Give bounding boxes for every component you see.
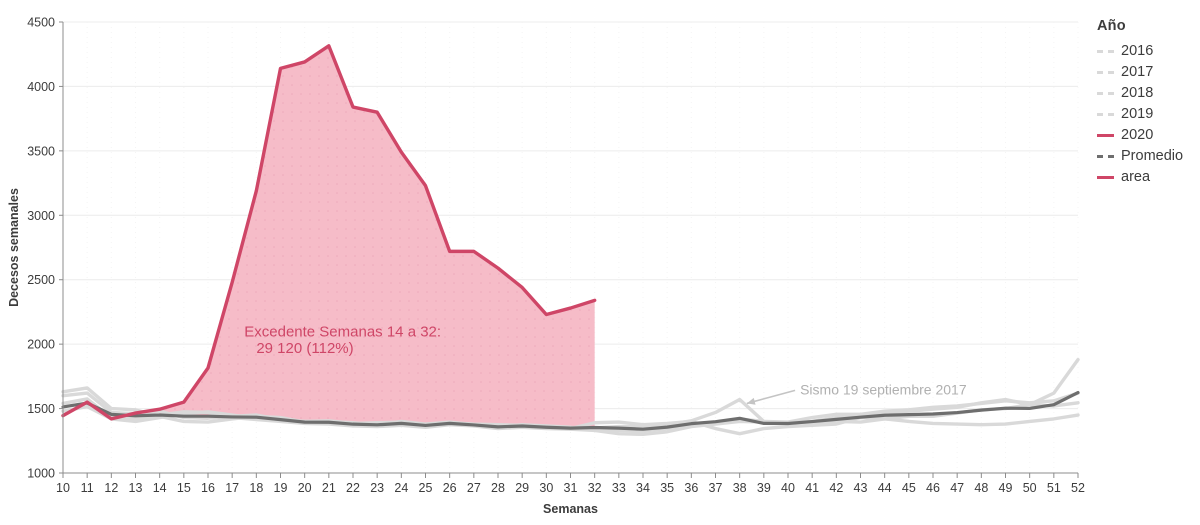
y-tick-label: 2500	[27, 273, 55, 287]
x-tick-label: 47	[950, 481, 964, 495]
legend-item-promedio[interactable]: Promedio	[1097, 146, 1197, 166]
excess-annotation-line2: 29 120 (112%)	[256, 340, 353, 357]
excess-area	[159, 45, 595, 429]
x-tick-label: 33	[612, 481, 626, 495]
x-tick-label: 39	[757, 481, 771, 495]
x-tick-label: 38	[733, 481, 747, 495]
x-tick-label: 50	[1023, 481, 1037, 495]
x-tick-label: 41	[805, 481, 819, 495]
x-tick-label: 48	[974, 481, 988, 495]
legend-swatch-icon	[1097, 175, 1114, 179]
weekly-deaths-chart: 1000 1500 2000 2500 3000 3500 4000 4500 10 11 12 13…	[7, 16, 1085, 517]
chart-annotations: Excedente Semanas 14 a 32:29 120 (112%) S…	[244, 323, 967, 405]
legend-item-2016[interactable]: 2016	[1097, 41, 1197, 61]
legend-items: 2016 2017 2018 2019 2020 Promedio area	[1097, 41, 1197, 187]
legend-item-label: 2019	[1121, 105, 1154, 122]
legend-item-label: area	[1121, 168, 1151, 185]
legend-swatch-icon	[1097, 70, 1114, 74]
axis-labels: 1000 1500 2000 2500 3000 3500 4000 4500 10 11 12 13…	[7, 16, 1085, 517]
x-tick-label: 18	[249, 481, 263, 495]
y-tick-label: 3500	[27, 144, 55, 158]
x-tick-label: 31	[564, 481, 578, 495]
x-tick-label: 49	[999, 481, 1013, 495]
x-tick-label: 44	[878, 481, 892, 495]
legend-item-label: 2017	[1121, 63, 1154, 80]
legend-item-area[interactable]: area	[1097, 167, 1197, 187]
legend-swatch-icon	[1097, 112, 1114, 116]
x-tick-label: 19	[274, 481, 288, 495]
x-tick-label: 35	[660, 481, 674, 495]
x-tick-label: 34	[636, 481, 650, 495]
series-line-promedio	[61, 390, 1080, 431]
x-axis-title: Semanas	[543, 502, 598, 516]
x-tick-label: 40	[781, 481, 795, 495]
sismo-arrowhead-icon	[746, 397, 756, 405]
y-tick-label: 1500	[27, 402, 55, 416]
legend-item-2019[interactable]: 2019	[1097, 104, 1197, 124]
y-tick-label: 4000	[27, 80, 55, 94]
x-tick-label: 37	[709, 481, 723, 495]
x-tick-label: 10	[56, 481, 70, 495]
x-tick-label: 20	[298, 481, 312, 495]
x-tick-label: 28	[491, 481, 505, 495]
series-line-2020	[61, 44, 597, 421]
legend-item-2020[interactable]: 2020	[1097, 125, 1197, 145]
x-tick-label: 45	[902, 481, 916, 495]
sismo-arrow-icon	[746, 389, 796, 405]
sismo-annotation-label: Sismo 19 septiembre 2017	[800, 381, 967, 397]
legend-swatch-icon	[1097, 49, 1114, 53]
legend: Año 2016 2017 2018 2019 2020 Promedio area	[1097, 18, 1197, 188]
x-tick-label: 30	[539, 481, 553, 495]
x-tick-label: 16	[201, 481, 215, 495]
legend-swatch-icon	[1097, 154, 1114, 158]
x-tick-label: 13	[129, 481, 143, 495]
x-tick-label: 26	[443, 481, 457, 495]
x-tick-label: 12	[104, 481, 118, 495]
axes	[59, 21, 1079, 478]
x-tick-label: 21	[322, 481, 336, 495]
y-axis-title: Decesos semanales	[7, 188, 21, 307]
x-tick-label: 17	[225, 481, 239, 495]
x-tick-label: 46	[926, 481, 940, 495]
y-tick-label: 3000	[27, 209, 55, 223]
x-tick-label: 24	[394, 481, 408, 495]
x-tick-label: 43	[854, 481, 868, 495]
legend-item-label: Promedio	[1121, 147, 1184, 164]
x-tick-label: 22	[346, 481, 360, 495]
x-tick-label: 14	[153, 481, 167, 495]
legend-item-label: 2020	[1121, 126, 1154, 143]
x-tick-label: 52	[1071, 481, 1085, 495]
legend-title: Año	[1097, 18, 1126, 34]
x-tick-label: 32	[588, 481, 602, 495]
x-tick-label: 11	[81, 481, 94, 495]
legend-swatch-icon	[1097, 91, 1114, 95]
x-tick-label: 42	[829, 481, 843, 495]
x-tick-label: 36	[684, 481, 698, 495]
x-tick-label: 25	[419, 481, 433, 495]
series-lines	[61, 44, 1080, 437]
x-tick-label: 15	[177, 481, 191, 495]
chart-plot-area: 1000 1500 2000 2500 3000 3500 4000 4500 10 11 12 13…	[7, 16, 1085, 517]
x-tick-label: 27	[467, 481, 481, 495]
x-tick-label: 23	[370, 481, 384, 495]
legend-item-label: 2018	[1121, 84, 1154, 101]
legend-item-label: 2016	[1121, 42, 1154, 59]
legend-item-2017[interactable]: 2017	[1097, 62, 1197, 82]
y-tick-label: 2000	[27, 338, 55, 352]
x-tick-label: 51	[1047, 481, 1061, 495]
y-tick-label: 1000	[27, 467, 55, 481]
legend-item-2018[interactable]: 2018	[1097, 83, 1197, 103]
y-tick-label: 4500	[27, 16, 55, 30]
x-tick-label: 29	[515, 481, 529, 495]
legend-swatch-icon	[1097, 133, 1114, 137]
excess-annotation-line1: Excedente Semanas 14 a 32:	[244, 323, 441, 340]
